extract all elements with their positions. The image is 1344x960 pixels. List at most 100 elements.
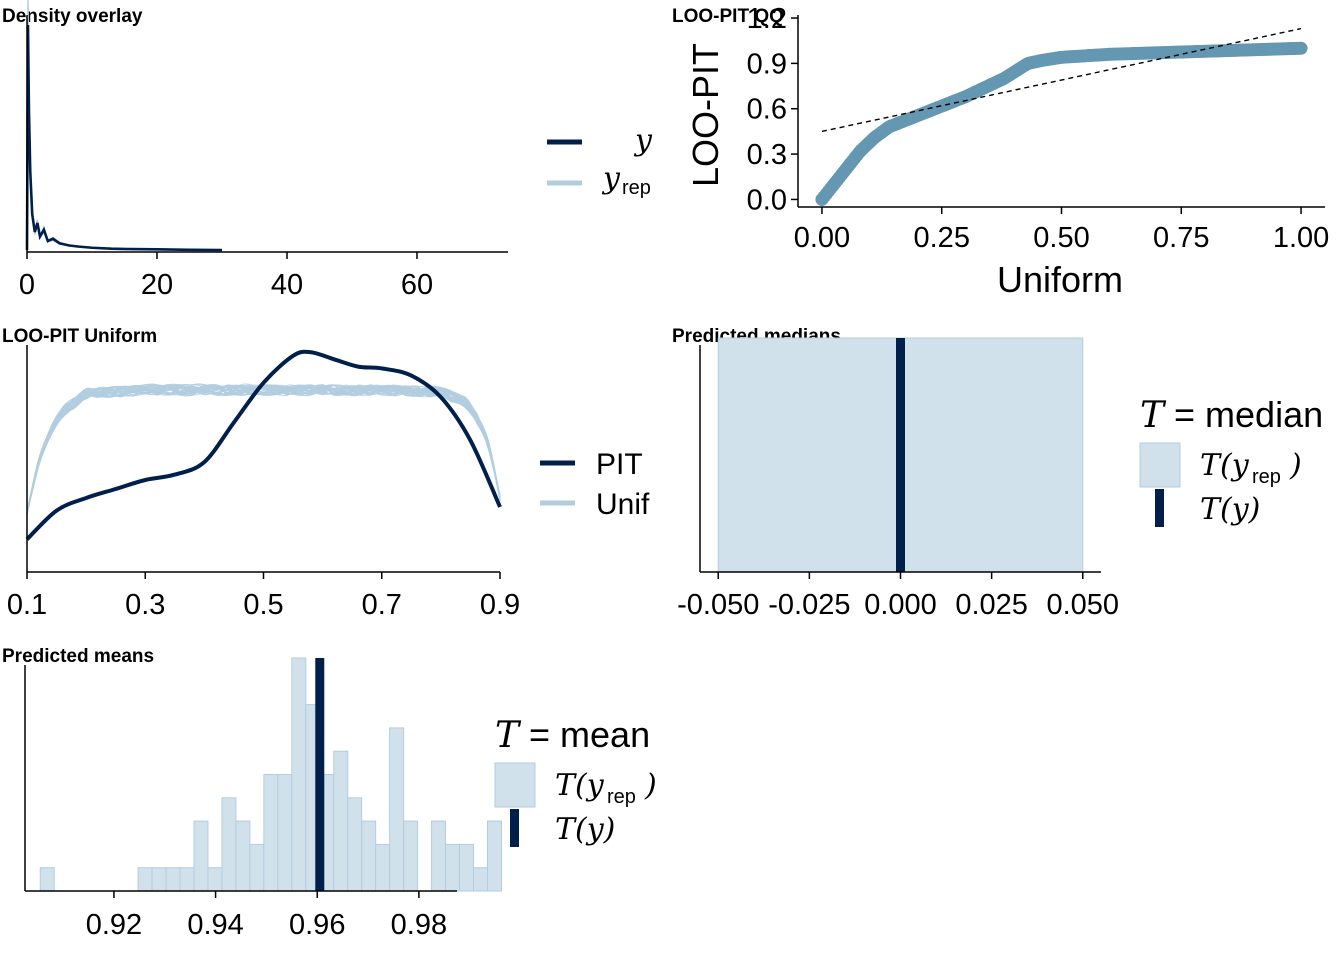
means-bar xyxy=(179,867,195,892)
density-yrep-line xyxy=(26,27,223,251)
means-bar xyxy=(347,797,363,892)
panel-loo-pit-qq: LOO-PIT QQ 0.00 0.25 0.50 0.75 1.00 0.0 0.3 0.6… xyxy=(672,3,1329,300)
means-bar xyxy=(389,727,405,892)
pit-unif-line xyxy=(26,384,501,512)
medians-x-tick-label: -0.025 xyxy=(768,589,850,621)
legend-title: T = mean xyxy=(495,714,650,756)
density-yrep-line xyxy=(26,0,223,251)
pit-x-tick-label: 0.3 xyxy=(125,589,165,621)
means-bar xyxy=(361,820,377,892)
legend-key-obs xyxy=(510,809,519,847)
means-bar xyxy=(221,797,237,892)
qq-title: LOO-PIT QQ xyxy=(672,6,784,27)
pit-unif-line xyxy=(26,384,501,511)
means-legend: T = mean T(y rep) T(y) xyxy=(494,714,657,847)
legend-key-obs xyxy=(1155,489,1164,527)
qq-x-tick-label: 0.25 xyxy=(914,222,970,254)
pit-plot-area: 0.1 0.3 0.5 0.7 0.9 xyxy=(7,345,520,621)
means-bar xyxy=(249,843,265,892)
legend-label-obs: T(y) xyxy=(1200,492,1260,527)
pit-unif-line xyxy=(26,384,501,511)
means-plot-area: 0.92 0.94 0.96 0.98 xyxy=(24,657,502,941)
means-bar xyxy=(291,657,307,892)
means-bar xyxy=(151,867,167,892)
pit-unif-line xyxy=(26,384,501,511)
means-x-tick-label: 0.94 xyxy=(187,909,243,941)
legend-label-rep: T(y xyxy=(555,768,605,803)
qq-x-tick-label: 0.75 xyxy=(1153,222,1209,254)
means-bar xyxy=(375,843,391,892)
density-x-tick-label: 20 xyxy=(141,269,173,301)
panel-predicted-medians: Predicted medians -0.050 -0.025 0.000 0.025… xyxy=(672,326,1323,621)
pit-x-tick-label: 0.7 xyxy=(362,589,402,621)
density-x-tick-label: 40 xyxy=(271,269,303,301)
means-bar xyxy=(473,867,488,892)
legend-label-yrep: y xyxy=(601,161,621,196)
means-bar xyxy=(39,867,55,892)
means-observed-line xyxy=(315,658,325,891)
legend-paren-rep: ) xyxy=(644,768,657,803)
medians-x-tick-label: -0.050 xyxy=(677,589,759,621)
legend-sub-rep: rep xyxy=(1252,466,1281,488)
pit-title: LOO-PIT Uniform xyxy=(2,326,157,347)
legend-label-rep: T(y xyxy=(1200,448,1250,483)
legend-label-unif: Unif xyxy=(596,488,650,521)
means-bar xyxy=(137,867,153,892)
legend-label-obs: T(y) xyxy=(555,812,615,847)
means-x-tick-label: 0.96 xyxy=(289,909,345,941)
panel-predicted-means: Predicted means 0.92 0.94 0.96 0.98 T = mea… xyxy=(2,646,657,941)
density-yrep-line xyxy=(26,0,223,251)
medians-legend: T = median T(y rep) T(y) xyxy=(1139,394,1323,527)
means-bar xyxy=(431,820,447,892)
legend-label-y: y xyxy=(633,123,653,158)
qq-y-tick-label: 0.3 xyxy=(747,139,787,171)
means-bar xyxy=(403,820,419,892)
pit-legend: PIT Unif xyxy=(540,448,650,521)
qq-reference-line xyxy=(821,27,1302,133)
qq-y-tick-label: 1.2 xyxy=(747,3,787,35)
pit-x-tick-label: 0.9 xyxy=(480,589,520,621)
density-legend: yy rep xyxy=(547,123,653,199)
means-bar xyxy=(333,750,349,892)
qq-y-tick-label: 0.6 xyxy=(747,94,787,126)
medians-x-tick-label: 0.000 xyxy=(864,589,937,621)
medians-observed-line xyxy=(896,338,905,572)
density-x-tick-label: 0 xyxy=(19,269,35,301)
pit-unif-line xyxy=(26,384,501,515)
qq-plot-area: 0.00 0.25 0.50 0.75 1.00 0.0 0.3 0.6 0.9 1.2 xyxy=(747,3,1330,254)
density-yrep-line xyxy=(26,19,223,251)
qq-x-tick-label: 0.00 xyxy=(794,222,850,254)
legend-key-rep xyxy=(494,762,536,808)
qq-y-tick-label: 0.9 xyxy=(747,48,787,80)
means-bar xyxy=(445,843,461,892)
means-bar xyxy=(193,820,209,892)
qq-point xyxy=(1294,41,1308,55)
density-yrep-line xyxy=(26,39,223,251)
qq-ylabel: LOO-PIT xyxy=(685,43,726,187)
pit-unif-line xyxy=(26,384,501,511)
pit-x-tick-label: 0.1 xyxy=(7,589,47,621)
medians-x-tick-label: 0.025 xyxy=(955,589,1028,621)
means-bar xyxy=(277,774,293,892)
pit-unif-line xyxy=(26,383,501,511)
density-yrep-line xyxy=(26,33,223,251)
pit-unif-line xyxy=(26,384,501,515)
panel-loo-pit-uniform: LOO-PIT Uniform 0.1 0.3 0.5 0.7 0.9 PIT Unif xyxy=(2,326,650,621)
pit-unif-line xyxy=(26,383,501,511)
panel-density-overlay: Density overlay 0 20 40 60 yy rep xyxy=(2,0,653,301)
qq-y-tick-label: 0.0 xyxy=(747,184,787,216)
legend-title: T = median xyxy=(1140,394,1323,436)
means-x-tick-label: 0.92 xyxy=(86,909,142,941)
means-bar xyxy=(235,820,251,892)
density-x-tick-label: 60 xyxy=(401,269,433,301)
qq-x-tick-label: 1.00 xyxy=(1273,222,1329,254)
means-bar xyxy=(263,774,279,892)
medians-plot-area: -0.050 -0.025 0.000 0.025 0.050 xyxy=(677,337,1119,621)
legend-label-pit: PIT xyxy=(596,448,643,481)
pit-unif-line xyxy=(26,383,501,512)
pit-curve xyxy=(25,349,502,541)
means-bar xyxy=(459,843,475,892)
qq-x-tick-label: 0.50 xyxy=(1033,222,1089,254)
medians-x-tick-label: 0.050 xyxy=(1046,589,1119,621)
